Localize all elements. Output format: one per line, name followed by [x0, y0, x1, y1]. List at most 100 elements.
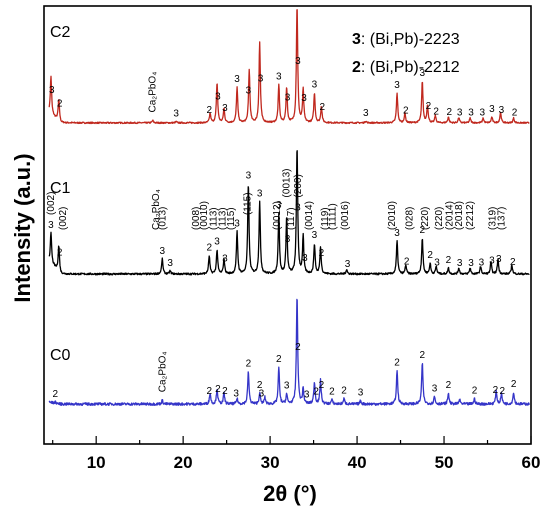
- traces-group: [48, 9, 530, 406]
- miller-index-label: (002): [46, 192, 57, 215]
- legend: 3: (Bi,Pb)-2223 2: (Bi,Pb)-2212: [352, 31, 460, 76]
- peak-label: 3: [215, 91, 221, 102]
- phase-label: Ca₂PbO₄: [148, 72, 159, 113]
- peak-label: 3: [234, 74, 240, 85]
- peak-label: 3: [214, 236, 220, 247]
- peak-label: 3: [276, 200, 282, 211]
- peak-label: 2: [426, 101, 432, 112]
- x-axis-title: 2θ (°): [263, 481, 317, 506]
- peak-label: 3: [434, 257, 440, 268]
- series-label-c0: C0: [50, 347, 71, 364]
- miller-index-label: (220): [434, 207, 445, 230]
- series-line-c1: [48, 150, 530, 276]
- peak-label: 2: [319, 248, 325, 259]
- peak-label: 2: [329, 386, 335, 397]
- peak-label: 2: [319, 380, 325, 391]
- peak-label: 3: [312, 230, 318, 241]
- y-axis-title: Intensity (a.u.): [10, 153, 35, 302]
- series-label-c1: C1: [50, 180, 71, 197]
- miller-index-label: (2018): [454, 201, 465, 230]
- peak-label: 2: [511, 379, 517, 390]
- peak-label: 2: [404, 257, 410, 268]
- miller-index-label: (0012): [272, 201, 283, 230]
- peak-label: 3: [259, 389, 265, 400]
- peak-label: 3: [257, 188, 263, 199]
- peak-label: 2: [420, 350, 426, 361]
- miller-index-label: (200): [293, 174, 304, 197]
- miller-index-label: (0010): [199, 201, 210, 230]
- x-tick-label-60: 60: [522, 453, 541, 472]
- peak-label: 3: [301, 93, 307, 104]
- legend-key-2212: 2: [352, 59, 361, 76]
- miller-index-label: (1111): [328, 203, 339, 230]
- miller-index-label: (2014): [444, 201, 455, 230]
- series-label-c2: C2: [50, 24, 71, 41]
- x-tick-label-50: 50: [435, 453, 454, 472]
- peak-label: 3: [496, 254, 502, 265]
- peak-label: 3: [479, 257, 485, 268]
- peak-label: 3: [345, 259, 351, 270]
- peak-label: 2: [427, 250, 433, 261]
- miller-index-label: (115): [242, 192, 253, 215]
- peak-label: 3: [394, 228, 400, 239]
- miller-index-label: (0014): [304, 201, 315, 230]
- peak-label: 3: [468, 258, 474, 269]
- peak-label: 3: [295, 203, 301, 214]
- peak-label: 3: [284, 380, 290, 391]
- peak-label: 3: [167, 258, 173, 269]
- miller-index-label: (0016): [340, 201, 351, 230]
- peak-label: 2: [246, 358, 252, 369]
- plot-frame: [43, 5, 532, 445]
- peak-label: 3: [394, 80, 400, 91]
- peak-label: 3: [420, 68, 426, 79]
- miller-index-label: (220): [420, 207, 431, 230]
- peak-label: 2: [57, 99, 63, 110]
- peak-label: 3: [432, 383, 438, 394]
- miller-index-label: (117): [286, 207, 297, 230]
- peak-label: 2: [257, 380, 263, 391]
- miller-index-label: (028): [404, 207, 415, 230]
- legend-key-2223: 3: [352, 31, 361, 48]
- miller-index-label: (2010): [387, 201, 398, 230]
- x-tick-label-40: 40: [348, 453, 367, 472]
- peak-label: 2: [394, 358, 400, 369]
- miller-index-label: (013): [157, 207, 168, 230]
- peak-label: 3: [276, 71, 282, 82]
- peak-label: 2: [222, 386, 228, 397]
- peak-label: 3: [222, 103, 228, 114]
- peak-label: 2: [512, 108, 518, 119]
- peak-label: 2: [206, 105, 212, 116]
- miller-index-label: (119): [320, 207, 331, 230]
- peak-label: 2: [206, 243, 212, 254]
- peak-label: 3: [173, 109, 179, 120]
- peak-label: 3: [295, 56, 301, 67]
- peak-label: 3: [233, 388, 239, 399]
- miller-index-label: (002): [58, 207, 69, 230]
- peak-label: 2: [472, 386, 478, 397]
- peak-label: 2: [510, 257, 516, 268]
- miller-index-label: (113): [217, 207, 228, 230]
- peak-label: 3: [222, 254, 228, 265]
- peak-label: 2: [313, 386, 319, 397]
- peak-label: 3: [457, 107, 463, 118]
- miller-index-label: (0013): [282, 169, 293, 198]
- x-axis-ticks: 10 20 30 40 50 60: [52, 436, 541, 472]
- miller-index-label: (137): [496, 207, 507, 230]
- phase-label: Ca₂PbO₄: [157, 351, 168, 392]
- peak-label: 2: [276, 354, 282, 365]
- miller-index-label: (319): [488, 207, 499, 230]
- peak-label: 3: [285, 234, 291, 245]
- peak-label: 2: [295, 342, 301, 353]
- peak-label: 2: [53, 389, 59, 400]
- peak-label: 2: [446, 107, 452, 118]
- peak-label: 3: [246, 85, 252, 96]
- peak-label: 3: [302, 253, 308, 264]
- peak-label: 2: [403, 105, 409, 116]
- peak-label: 3: [499, 105, 505, 116]
- peak-label: 3: [246, 170, 252, 181]
- x-tick-label-10: 10: [87, 453, 106, 472]
- x-tick-label-30: 30: [261, 453, 280, 472]
- peak-label: 3: [48, 220, 54, 231]
